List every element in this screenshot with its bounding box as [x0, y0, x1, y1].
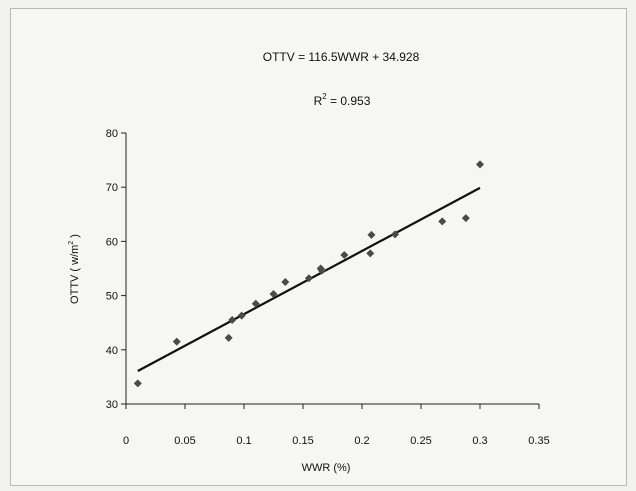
y-tick-label: 60	[106, 236, 118, 248]
data-point	[340, 250, 349, 259]
x-tick-label: 0	[123, 435, 129, 447]
data-point	[251, 299, 260, 308]
x-tick-label: 0.35	[528, 435, 549, 447]
data-point	[476, 160, 484, 169]
y-tick-label: 40	[106, 345, 118, 357]
chart-title: OTTV = 116.5WWR + 34.928	[263, 50, 420, 64]
data-point	[133, 379, 142, 388]
data-point	[269, 289, 278, 298]
x-tick-label: 0.3	[472, 435, 487, 447]
x-tick-label: 0.2	[354, 435, 369, 447]
y-axis-label-main: OTTV ( w/m	[69, 245, 81, 304]
y-tick-label: 50	[106, 291, 118, 303]
data-point	[461, 214, 470, 223]
data-point	[281, 278, 290, 287]
x-axis-label: WWR (%)	[302, 462, 351, 474]
y-axis-label-superscript: 2	[68, 241, 75, 245]
data-point	[317, 266, 326, 275]
y-tick-label: 70	[106, 182, 118, 194]
x-tick-label: 0.1	[236, 435, 251, 447]
data-point	[224, 333, 233, 342]
data-point	[391, 230, 400, 239]
x-axis: 0 0.05 0.1 0.15 0.2 0.25 0.3 0.35	[123, 403, 550, 447]
y-tick-label: 30	[106, 399, 118, 411]
subtitle-superscript: 2	[322, 92, 327, 101]
data-point	[438, 217, 447, 226]
x-tick-label: 0.15	[292, 435, 313, 447]
y-axis-label: OTTV ( w/m2 )	[68, 234, 81, 304]
x-tick-label: 0.25	[410, 435, 431, 447]
data-point	[367, 230, 376, 239]
x-tick-label: 0.05	[174, 435, 195, 447]
data-point	[366, 249, 375, 258]
subtitle-prefix: R	[314, 94, 323, 108]
chart-frame: OTTV = 116.5WWR + 34.928 R2 = 0.953 30 40…	[10, 8, 627, 486]
y-tick-label: 80	[106, 128, 118, 140]
scatter-points	[133, 160, 484, 388]
data-point	[304, 274, 313, 283]
data-point	[172, 337, 181, 346]
data-point	[237, 311, 246, 320]
y-axis-label-end: )	[69, 234, 81, 241]
y-axis: 30 40 50 60 70 80	[106, 128, 127, 411]
chart: OTTV = 116.5WWR + 34.928 R2 = 0.953 3040…	[68, 50, 550, 474]
chart-subtitle: R2 = 0.953	[314, 92, 371, 108]
subtitle-value: = 0.953	[327, 94, 371, 108]
data-point	[228, 315, 237, 324]
